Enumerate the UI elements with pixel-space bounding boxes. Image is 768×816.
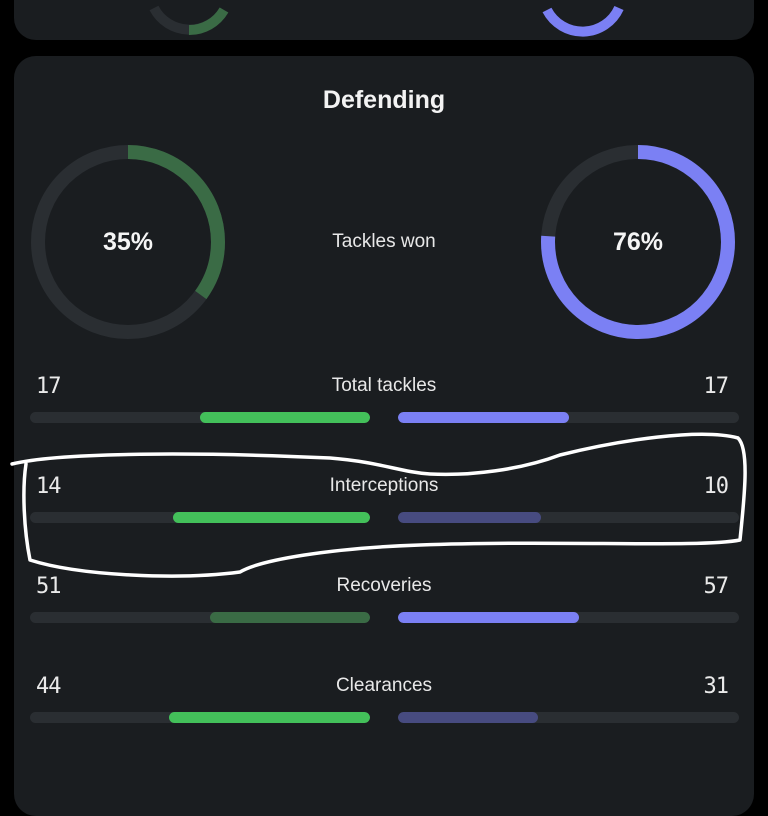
away-value: 10 [703, 474, 729, 499]
home-bar [30, 512, 370, 523]
away-ring-chart [541, 145, 735, 339]
away-value: 57 [703, 574, 729, 599]
stat-row-clearances: 44 Clearances 31 [14, 674, 754, 734]
away-value: 17 [703, 374, 729, 399]
home-tackles-won-value: 35% [102, 227, 154, 256]
away-bar [398, 612, 739, 623]
home-value: 51 [36, 574, 61, 599]
defending-card: Defending 35% Tackles won 76% 17 Total t… [14, 56, 754, 816]
home-tackles-won-ring: 35% [26, 140, 230, 344]
away-bar [398, 512, 739, 523]
home-bar [30, 712, 370, 723]
away-bar-fill [398, 512, 542, 523]
stat-row-recoveries: 51 Recoveries 57 [14, 574, 754, 634]
previous-stats-card [14, 0, 754, 40]
stat-label: Clearances [335, 675, 433, 696]
away-bar [398, 412, 739, 423]
home-bar-fill [169, 712, 370, 723]
home-value: 44 [36, 674, 61, 699]
home-bar [30, 412, 370, 423]
away-tackles-won-ring: 76% [536, 140, 740, 344]
home-bar-fill [200, 412, 370, 423]
home-ring-chart [31, 145, 225, 339]
stat-row-interceptions: 14 Interceptions 10 [14, 474, 754, 534]
stat-row-total-tackles: 17 Total tackles 17 [14, 374, 754, 434]
away-bar [398, 712, 739, 723]
tackles-won-label: Tackles won [332, 231, 436, 252]
away-bar-fill [398, 412, 569, 423]
home-value: 17 [36, 374, 61, 399]
stat-label: Interceptions [329, 475, 439, 496]
home-bar [30, 612, 370, 623]
away-bar-fill [398, 612, 579, 623]
home-bar-fill [172, 512, 370, 523]
stat-label: Total tackles [331, 375, 437, 396]
away-tackles-won-value: 76% [612, 227, 664, 256]
section-title: Defending [322, 86, 446, 114]
stat-label: Recoveries [336, 575, 432, 596]
away-bar-fill [398, 712, 538, 723]
home-bar-fill [210, 612, 370, 623]
away-value: 31 [703, 674, 729, 699]
previous-rings [149, 5, 624, 37]
